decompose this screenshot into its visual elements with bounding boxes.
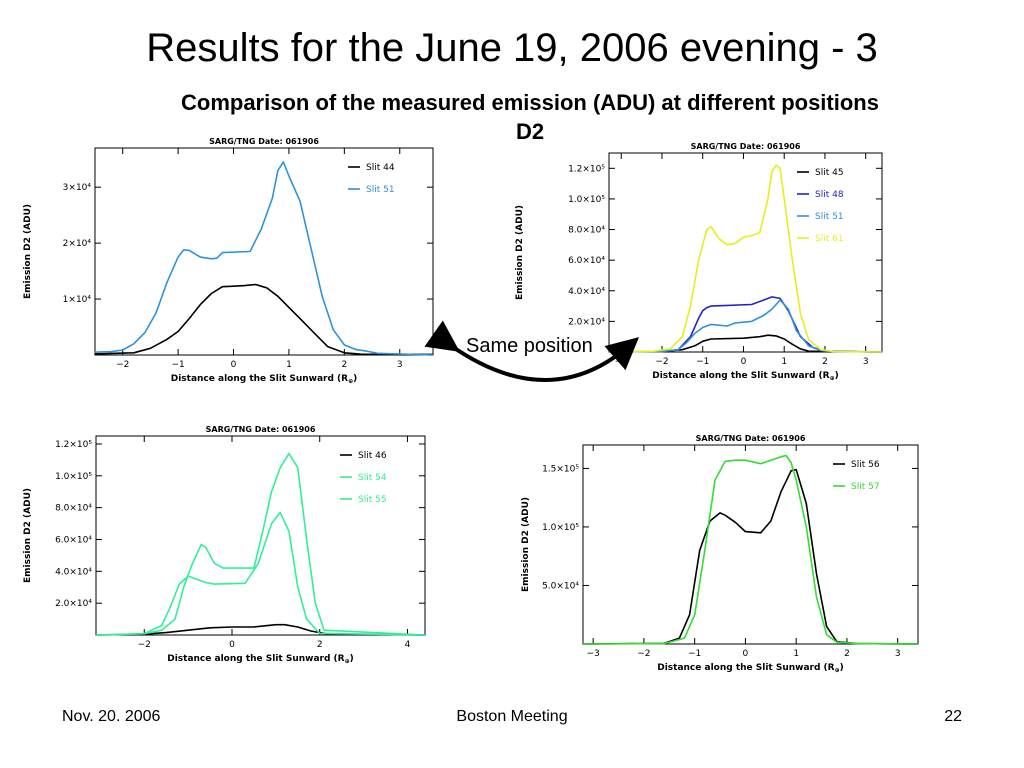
- plot-frame: [95, 435, 426, 636]
- legend-label: Slit 51: [366, 185, 395, 195]
- x-tick-label: 3: [895, 649, 901, 659]
- legend-label: Slit 61: [815, 234, 844, 244]
- chart-bottom-right: SARG/TNG Date: 061906 −3 −2 −1 0 1 2 3 5.0×10⁴ 1.…: [521, 434, 919, 674]
- slide-subtitle: Comparison of the measured emission (ADU…: [60, 88, 1000, 146]
- x-tick-label: 3: [863, 357, 869, 367]
- x-tick-label: 2: [844, 649, 850, 659]
- x-tick-label: 2: [822, 357, 828, 367]
- series-line-slit-44: [94, 283, 434, 356]
- footer-meeting: Boston Meeting: [456, 708, 568, 725]
- x-axis-label-subscript: ⊕: [830, 375, 835, 382]
- y-tick-label: 1.2×10⁵: [568, 164, 605, 174]
- y-axis-label: Emission D2 (ADU): [515, 205, 525, 300]
- legend-label: Slit 45: [815, 168, 844, 178]
- y-tick-label: 2.0×10⁴: [568, 317, 605, 327]
- series-line-slit-55: [95, 511, 426, 636]
- x-tick-label: 1: [781, 357, 787, 367]
- x-tick-label: 4: [405, 640, 411, 650]
- y-tick-label: 1.0×10⁵: [542, 523, 579, 533]
- x-tick-label: 2: [341, 360, 347, 370]
- x-tick-label: −2: [655, 357, 668, 367]
- y-tick-label: 5.0×10⁴: [542, 581, 579, 591]
- x-tick-label: 0: [231, 360, 237, 370]
- footer-page-number: 22: [944, 708, 962, 725]
- x-tick-label: 2: [317, 640, 323, 650]
- x-tick-label: −2: [138, 640, 151, 650]
- y-tick-label: 8.0×10⁴: [55, 504, 92, 514]
- chart-title: SARG/TNG Date: 061906: [696, 434, 806, 443]
- legend-label: Slit 46: [358, 451, 387, 461]
- y-tick-label: 2×10⁴: [63, 239, 92, 249]
- y-tick-label: 6.0×10⁴: [55, 535, 92, 545]
- y-tick-label: 3×10⁴: [63, 183, 92, 193]
- y-tick-label: 1.2×10⁵: [55, 440, 92, 450]
- same-position-arrow: [424, 320, 640, 382]
- x-tick-label: 0: [229, 640, 235, 650]
- y-axis-label: Emission D2 (ADU): [23, 204, 33, 299]
- x-tick-label: 3: [397, 360, 403, 370]
- x-tick-label: 1: [286, 360, 292, 370]
- plot-frame: [608, 152, 883, 353]
- legend-label: Slit 44: [366, 163, 395, 173]
- y-tick-label: 8.0×10⁴: [568, 226, 605, 236]
- y-tick-label: 4.0×10⁴: [55, 567, 92, 577]
- y-tick-label: 1.0×10⁵: [568, 195, 605, 205]
- y-tick-label: 1×10⁴: [63, 295, 92, 305]
- x-tick-label: 0: [741, 357, 747, 367]
- legend-label: Slit 51: [815, 212, 844, 222]
- series-line-slit-51: [608, 299, 883, 353]
- y-tick-label: 4.0×10⁴: [568, 287, 605, 297]
- plot-frame: [582, 444, 919, 645]
- chart-bottom-left: SARG/TNG Date: 061906 −2 0 2 4 2.0×10⁴ 4.0×10⁴…: [23, 425, 426, 665]
- series-line-slit-46: [95, 623, 426, 636]
- x-tick-label: −3: [587, 649, 600, 659]
- x-axis-label-subscript: ⊕: [345, 658, 350, 665]
- x-tick-label: −1: [171, 360, 184, 370]
- x-axis-label: Distance along the Slit Sunward (R⊕): [652, 371, 839, 382]
- y-axis-label: Emission D2 (ADU): [521, 497, 531, 592]
- subtitle-line-1: Comparison of the measured emission (ADU…: [181, 90, 879, 115]
- plot-frame: [94, 147, 434, 356]
- x-axis-label-close: ): [353, 374, 357, 384]
- x-axis-label: Distance along the Slit Sunward (R⊕): [657, 663, 844, 674]
- series-line-slit-45: [608, 334, 883, 353]
- y-tick-label: 6.0×10⁴: [568, 256, 605, 266]
- slide-title: Results for the June 19, 2006 evening - …: [146, 26, 878, 70]
- x-axis-label-subscript: ⊕: [835, 667, 840, 674]
- legend-label: Slit 57: [851, 482, 880, 492]
- x-axis-label-close: ): [350, 654, 354, 664]
- legend-label: Slit 48: [815, 190, 844, 200]
- subtitle-line-2: D2: [515, 119, 545, 144]
- chart-title: SARG/TNG Date: 061906: [209, 137, 319, 146]
- legend-label: Slit 54: [358, 473, 387, 483]
- y-tick-label: 1.5×10⁵: [542, 464, 579, 474]
- x-tick-label: −1: [688, 649, 701, 659]
- y-tick-label: 2.0×10⁴: [55, 599, 92, 609]
- x-axis-label: Distance along the Slit Sunward (R⊕): [171, 374, 358, 385]
- x-tick-label: −1: [696, 357, 709, 367]
- x-tick-label: 0: [743, 649, 749, 659]
- y-axis-label: Emission D2 (ADU): [23, 488, 33, 583]
- legend-label: Slit 55: [358, 495, 387, 505]
- x-axis-label-close: ): [840, 663, 844, 673]
- x-axis-label-subscript: ⊕: [348, 378, 353, 385]
- chart-top-left: SARG/TNG Date: 061906 −2 −1 0 1 2 3 1×10⁴ 2×10⁴ 3…: [23, 137, 434, 385]
- y-tick-label: 1.0×10⁵: [55, 472, 92, 482]
- legend-label: Slit 56: [851, 460, 880, 470]
- chart-title: SARG/TNG Date: 061906: [206, 425, 316, 434]
- annotation-label: Same position: [466, 335, 593, 357]
- x-tick-label: −2: [116, 360, 129, 370]
- chart-title: SARG/TNG Date: 061906: [691, 142, 801, 151]
- series-line-slit-54: [95, 452, 426, 636]
- x-tick-label: −2: [637, 649, 650, 659]
- x-axis-label: Distance along the Slit Sunward (R⊕): [167, 654, 354, 665]
- series-line-slit-57: [582, 454, 919, 645]
- series-line-slit-61: [608, 164, 883, 353]
- series-line-slit-56: [582, 468, 919, 645]
- x-tick-label: 1: [793, 649, 799, 659]
- x-axis-label-close: ): [835, 371, 839, 381]
- series-line-slit-51: [94, 161, 434, 356]
- footer-date: Nov. 20. 2006: [62, 708, 161, 725]
